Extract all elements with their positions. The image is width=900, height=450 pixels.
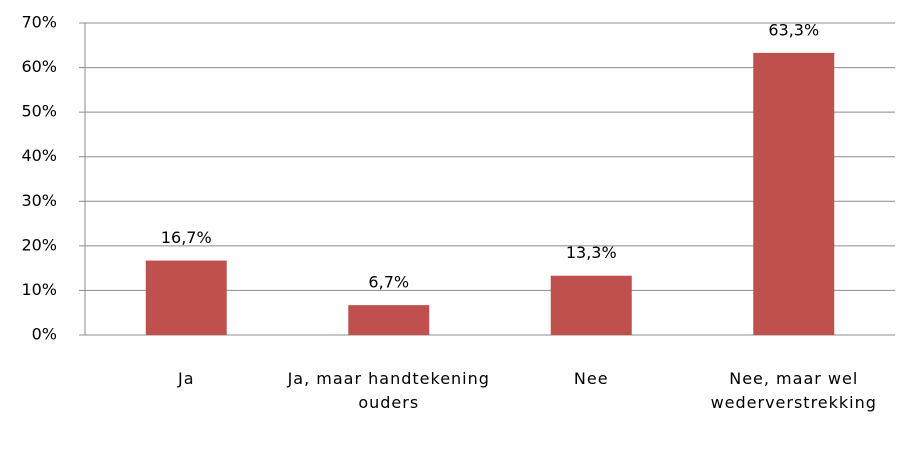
- x-tick-label: Nee, maar wel wederverstrekking: [710, 369, 877, 412]
- y-tick-label: 50%: [21, 102, 57, 121]
- y-tick-label: 0%: [32, 325, 57, 344]
- value-label: 16,7%: [161, 228, 212, 247]
- bar: [145, 260, 227, 335]
- x-tick-label: Ja, maar handtekening ouders: [287, 369, 490, 412]
- y-tick-label: 40%: [21, 146, 57, 165]
- bar: [550, 275, 632, 335]
- x-tick-label: Ja: [177, 369, 195, 388]
- x-tick-label: Nee: [573, 369, 609, 388]
- value-label: 63,3%: [768, 20, 819, 39]
- value-label: 13,3%: [566, 243, 617, 262]
- y-tick-label: 30%: [21, 191, 57, 210]
- y-tick-label: 70%: [21, 13, 57, 32]
- y-tick-label: 10%: [21, 280, 57, 299]
- y-tick-label: 60%: [21, 57, 57, 76]
- value-label: 6,7%: [368, 273, 409, 292]
- bar: [348, 305, 430, 335]
- bar: [753, 52, 835, 336]
- y-tick-label: 20%: [21, 235, 57, 254]
